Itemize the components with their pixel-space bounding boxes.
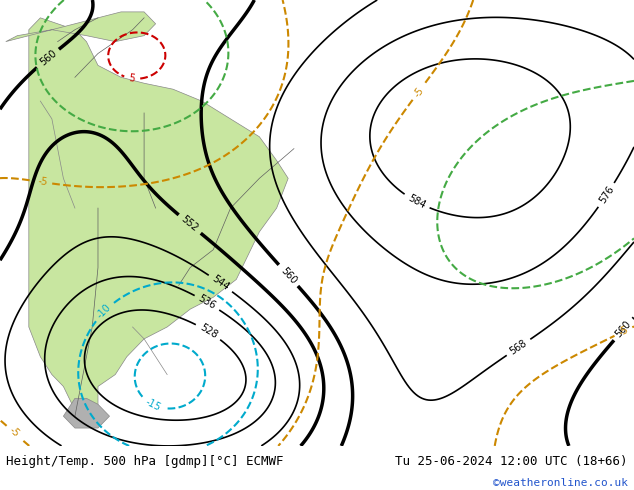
Text: -5: -5 [37, 176, 48, 188]
Text: -5: -5 [7, 425, 21, 440]
Polygon shape [29, 18, 288, 416]
Text: 544: 544 [210, 274, 231, 293]
Polygon shape [63, 398, 110, 428]
Polygon shape [6, 12, 155, 42]
Text: 536: 536 [197, 294, 217, 312]
Text: 552: 552 [179, 214, 200, 234]
Text: 560: 560 [37, 49, 58, 68]
Text: 560: 560 [614, 319, 633, 340]
Text: Tu 25-06-2024 12:00 UTC (18+66): Tu 25-06-2024 12:00 UTC (18+66) [395, 455, 628, 468]
Text: -10: -10 [95, 302, 113, 320]
Text: ©weatheronline.co.uk: ©weatheronline.co.uk [493, 478, 628, 489]
Text: -15: -15 [143, 396, 162, 413]
Text: 528: 528 [198, 322, 219, 341]
Text: Height/Temp. 500 hPa [gdmp][°C] ECMWF: Height/Temp. 500 hPa [gdmp][°C] ECMWF [6, 455, 284, 468]
Text: 560: 560 [278, 265, 298, 286]
Text: 5: 5 [128, 73, 136, 84]
Text: 568: 568 [508, 338, 529, 357]
Text: 584: 584 [406, 193, 427, 211]
Text: -5: -5 [617, 325, 630, 338]
Text: 576: 576 [597, 185, 616, 206]
Text: -5: -5 [411, 85, 425, 99]
